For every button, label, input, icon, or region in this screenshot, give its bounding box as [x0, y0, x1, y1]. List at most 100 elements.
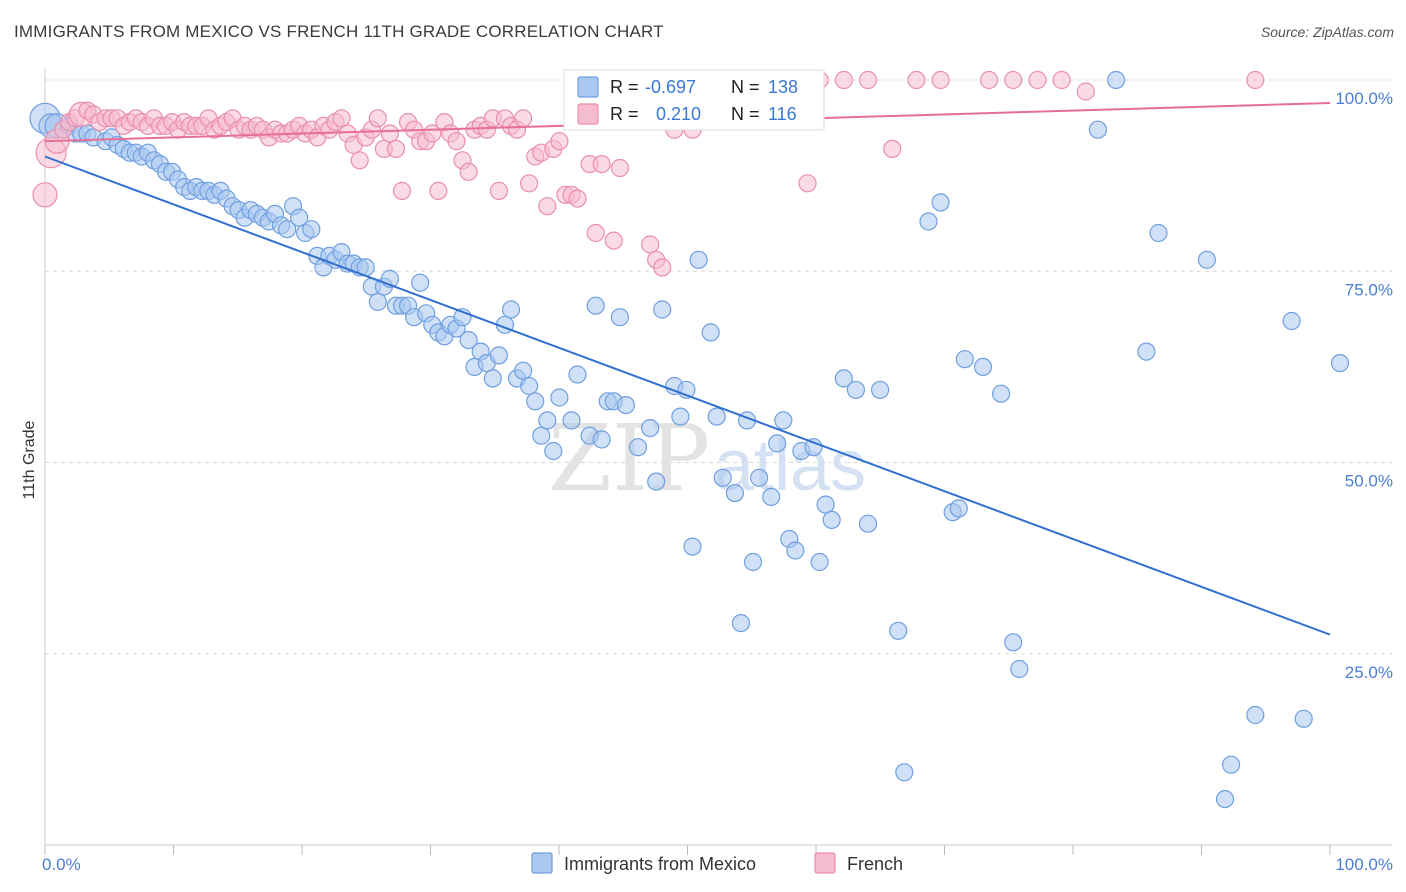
- mexico-point-95: [640, 419, 660, 438]
- mexico-point-126: [895, 763, 914, 782]
- mexico-point-142: [1221, 755, 1241, 774]
- french-point-0: [32, 182, 58, 208]
- mexico-point-83: [544, 441, 563, 461]
- bottom-legend-label-french: French: [847, 854, 903, 874]
- french-point-113: [1052, 70, 1071, 90]
- french-point-85: [550, 132, 569, 151]
- mexico-point-101: [683, 537, 702, 556]
- french-point-57: [380, 124, 399, 143]
- mexico-trend-line: [44, 155, 1331, 636]
- legend-r-label-mexico: R =: [610, 77, 639, 97]
- y-axis-label: 11th Grade: [21, 420, 38, 499]
- french-point-114: [1076, 82, 1095, 101]
- mexico-point-141: [1215, 789, 1235, 809]
- legend-n-label-french: N =: [731, 104, 760, 124]
- mexico-point-78: [513, 361, 533, 380]
- mexico-point-54: [368, 292, 387, 311]
- mexico-point-110: [749, 468, 769, 487]
- mexico-point-93: [616, 396, 636, 415]
- french-point-109: [931, 70, 950, 90]
- french-point-79: [513, 109, 533, 128]
- bottom-legend-swatch-mexico: [531, 852, 553, 874]
- french-point-80: [519, 174, 539, 193]
- mexico-point-124: [870, 380, 890, 399]
- mexico-point-117: [804, 438, 823, 457]
- legend-r-label-french: R =: [610, 104, 639, 124]
- french-point-93: [610, 158, 630, 178]
- french-point-58: [386, 139, 406, 158]
- french-point-59: [392, 181, 412, 200]
- french-point-106: [858, 70, 878, 90]
- mexico-point-80: [526, 392, 545, 411]
- chart-title: IMMIGRANTS FROM MEXICO VS FRENCH 11TH GR…: [14, 22, 664, 41]
- mexico-point-128: [931, 193, 950, 212]
- french-point-55: [368, 109, 387, 128]
- mexico-point-92: [610, 308, 630, 327]
- legend-r-value-french: 0.210: [656, 104, 701, 124]
- french-point-103: [798, 174, 817, 193]
- mexico-point-140: [1197, 250, 1217, 269]
- mexico-point-111: [762, 487, 781, 506]
- legend: R = -0.697 N = 138 R = 0.210 N = 116: [563, 69, 825, 131]
- french-point-107: [883, 139, 902, 158]
- mexico-point-43: [302, 220, 321, 239]
- mexico-point-143: [1246, 705, 1265, 725]
- french-point-105: [834, 70, 853, 90]
- mexico-point-136: [1088, 120, 1108, 139]
- mexico-point-76: [501, 300, 521, 319]
- trend-lines: [44, 101, 1331, 636]
- mexico-point-88: [586, 296, 605, 315]
- mexico-point-115: [786, 541, 805, 560]
- mexico-point-99: [671, 407, 690, 426]
- french-point-70: [459, 162, 478, 181]
- mexico-point-39: [278, 220, 297, 239]
- mexico-point-103: [701, 323, 720, 342]
- french-point-90: [586, 223, 605, 243]
- french-point-88: [568, 189, 587, 208]
- french-point-108: [907, 70, 926, 90]
- x-tick-label-max: 100.0%: [1335, 855, 1393, 874]
- mexico-point-81: [532, 426, 551, 445]
- y-tick-labels: 100.0% 75.0% 50.0% 25.0%: [1335, 89, 1393, 682]
- x-tick-labels: 0.0% 100.0%: [42, 855, 1393, 874]
- bottom-legend: Immigrants from Mexico French: [531, 852, 903, 874]
- mexico-point-119: [816, 495, 835, 514]
- legend-n-value-mexico: 138: [768, 77, 798, 97]
- mexico-point-131: [955, 350, 974, 369]
- y-tick-label-50: 50.0%: [1345, 472, 1393, 491]
- mexico-point-133: [991, 384, 1011, 403]
- french-point-111: [1004, 70, 1023, 90]
- bottom-legend-swatch-french: [814, 852, 836, 874]
- gridlines: [45, 79, 1392, 655]
- mexico-point-84: [550, 388, 569, 407]
- mexico-point-61: [411, 273, 430, 292]
- french-point-68: [447, 132, 466, 151]
- mexico-point-125: [889, 621, 908, 640]
- mexico-point-89: [592, 430, 611, 449]
- mexico-point-74: [489, 346, 508, 365]
- mexico-point-130: [949, 499, 968, 518]
- french-point-110: [979, 70, 999, 90]
- legend-r-value-mexico: -0.697: [645, 77, 696, 97]
- french-point-112: [1028, 70, 1047, 90]
- mexico-point-96: [647, 472, 666, 491]
- french-point-96: [653, 258, 672, 277]
- french-point-49: [332, 109, 351, 128]
- mexico-point-69: [459, 331, 478, 350]
- french-point-92: [604, 231, 623, 250]
- mexico-point-113: [774, 411, 793, 430]
- mexico-point-85: [562, 411, 581, 430]
- mexico-point-94: [628, 438, 648, 457]
- legend-n-value-french: 116: [768, 104, 797, 124]
- y-tick-label-25: 25.0%: [1345, 663, 1393, 682]
- french-point-115: [1246, 70, 1265, 90]
- mexico-point-104: [707, 407, 726, 426]
- mexico-point-146: [1330, 354, 1350, 373]
- french-point-83: [538, 197, 557, 216]
- mexico-point-132: [973, 357, 993, 376]
- mexico-point-105: [713, 468, 732, 487]
- french-point-75: [489, 181, 508, 200]
- mexico-point-107: [731, 613, 751, 633]
- mexico-point-137: [1106, 70, 1126, 90]
- x-tick-label-min: 0.0%: [42, 855, 81, 874]
